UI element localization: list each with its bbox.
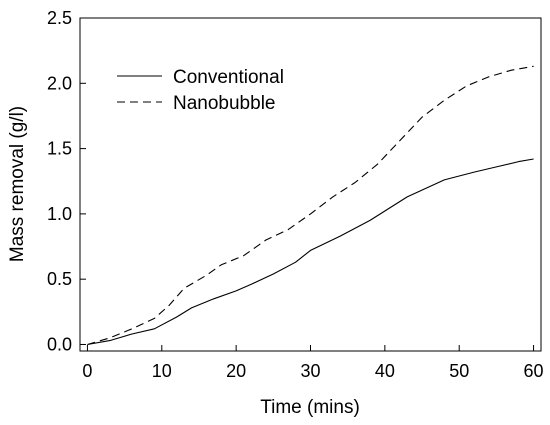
- x-tick-label: 0: [82, 361, 92, 381]
- y-tick-label: 0.0: [47, 334, 72, 354]
- x-tick-label: 40: [375, 361, 395, 381]
- x-tick-label: 20: [226, 361, 246, 381]
- y-tick-label: 2.5: [47, 8, 72, 28]
- x-axis-ticks: 0 10 20 30 40 50 60: [82, 345, 544, 381]
- x-tick-label: 30: [300, 361, 320, 381]
- y-axis-label: Mass removal (g/l): [7, 106, 28, 262]
- y-tick-label: 0.5: [47, 269, 72, 289]
- legend-label-nanobubble: Nanobubble: [173, 93, 275, 114]
- x-axis-label: Time (mins): [260, 397, 360, 418]
- series-line-nanobubble: [87, 65, 534, 346]
- y-tick-label: 1.0: [47, 204, 72, 224]
- legend-label-conventional: Conventional: [173, 67, 284, 88]
- x-tick-label: 60: [524, 361, 544, 381]
- y-axis-ticks: 0.0 0.5 1.0 1.5 2.0 2.5: [47, 8, 86, 354]
- series-line-conventional: [87, 158, 534, 346]
- legend: Conventional Nanobubble: [117, 67, 284, 114]
- x-tick-label: 50: [449, 361, 469, 381]
- series-layer: [87, 65, 534, 346]
- y-tick-label: 1.5: [47, 139, 72, 159]
- x-tick-label: 10: [152, 361, 172, 381]
- plot-frame: [79, 17, 542, 352]
- y-tick-label: 2.0: [47, 73, 72, 93]
